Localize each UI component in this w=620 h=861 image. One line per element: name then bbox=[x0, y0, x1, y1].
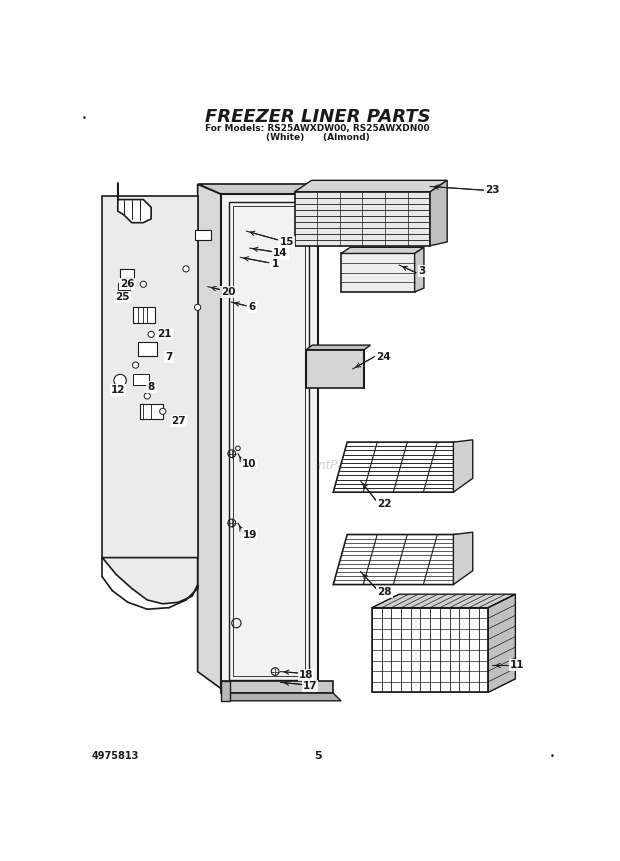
Polygon shape bbox=[221, 195, 317, 689]
Text: 12: 12 bbox=[110, 385, 125, 394]
Text: 22: 22 bbox=[377, 499, 392, 509]
Polygon shape bbox=[198, 184, 221, 689]
Text: 11: 11 bbox=[510, 660, 524, 671]
Polygon shape bbox=[306, 345, 371, 350]
Polygon shape bbox=[453, 440, 472, 492]
Polygon shape bbox=[221, 681, 230, 701]
Text: 24: 24 bbox=[376, 352, 391, 362]
Text: 19: 19 bbox=[242, 530, 257, 540]
Circle shape bbox=[183, 266, 189, 272]
Bar bbox=[120, 269, 134, 278]
Text: For Models: RS25AWXDW00, RS25AWXDN00: For Models: RS25AWXDW00, RS25AWXDN00 bbox=[205, 124, 430, 133]
Polygon shape bbox=[118, 183, 151, 223]
Text: 4975813: 4975813 bbox=[92, 752, 139, 761]
Polygon shape bbox=[430, 180, 447, 245]
Text: 10: 10 bbox=[242, 459, 257, 468]
Text: 28: 28 bbox=[377, 587, 392, 598]
Circle shape bbox=[114, 375, 126, 387]
Text: 27: 27 bbox=[171, 416, 185, 425]
Text: 1: 1 bbox=[272, 259, 279, 269]
Bar bbox=[229, 201, 309, 680]
Circle shape bbox=[144, 393, 150, 399]
Text: 7: 7 bbox=[166, 352, 172, 362]
Text: 26: 26 bbox=[120, 279, 135, 289]
Text: FREEZER LINER PARTS: FREEZER LINER PARTS bbox=[205, 108, 430, 127]
Text: 3: 3 bbox=[418, 266, 426, 276]
Polygon shape bbox=[102, 195, 198, 558]
Bar bbox=[118, 282, 130, 290]
Polygon shape bbox=[341, 247, 424, 253]
Polygon shape bbox=[306, 350, 365, 388]
Text: 14: 14 bbox=[273, 249, 288, 258]
Polygon shape bbox=[198, 184, 317, 195]
Circle shape bbox=[148, 331, 154, 338]
Text: 25: 25 bbox=[115, 293, 130, 302]
Circle shape bbox=[133, 362, 139, 369]
Bar bbox=[195, 231, 211, 240]
Polygon shape bbox=[341, 253, 415, 292]
Text: 17: 17 bbox=[303, 681, 317, 691]
Text: eReplacementParts.com: eReplacementParts.com bbox=[246, 459, 390, 472]
Text: 15: 15 bbox=[280, 237, 294, 247]
Bar bbox=[133, 375, 149, 385]
Polygon shape bbox=[453, 532, 472, 585]
Polygon shape bbox=[372, 594, 515, 608]
Text: 22: 22 bbox=[377, 499, 392, 509]
Text: •: • bbox=[81, 115, 86, 123]
Text: 23: 23 bbox=[485, 185, 499, 195]
Text: 21: 21 bbox=[157, 329, 172, 339]
Text: (White)      (Almond): (White) (Almond) bbox=[266, 133, 370, 142]
Text: 8: 8 bbox=[148, 381, 155, 392]
Polygon shape bbox=[294, 180, 447, 192]
Circle shape bbox=[121, 291, 127, 297]
Polygon shape bbox=[294, 192, 430, 245]
Text: 6: 6 bbox=[248, 302, 255, 313]
Polygon shape bbox=[489, 594, 515, 692]
Text: 20: 20 bbox=[221, 287, 236, 297]
Text: 18: 18 bbox=[299, 670, 313, 679]
Bar bbox=[232, 206, 306, 676]
Bar bbox=[133, 307, 155, 323]
Polygon shape bbox=[102, 558, 198, 604]
Polygon shape bbox=[415, 247, 424, 292]
Circle shape bbox=[140, 282, 146, 288]
Text: •: • bbox=[549, 752, 554, 761]
Bar bbox=[138, 342, 157, 356]
Polygon shape bbox=[372, 608, 489, 692]
Polygon shape bbox=[334, 535, 467, 585]
Polygon shape bbox=[221, 693, 341, 701]
Circle shape bbox=[159, 408, 166, 414]
Polygon shape bbox=[221, 681, 334, 693]
Polygon shape bbox=[334, 442, 467, 492]
Text: 5: 5 bbox=[314, 752, 322, 761]
Circle shape bbox=[195, 304, 201, 311]
Bar bbox=[140, 404, 162, 419]
